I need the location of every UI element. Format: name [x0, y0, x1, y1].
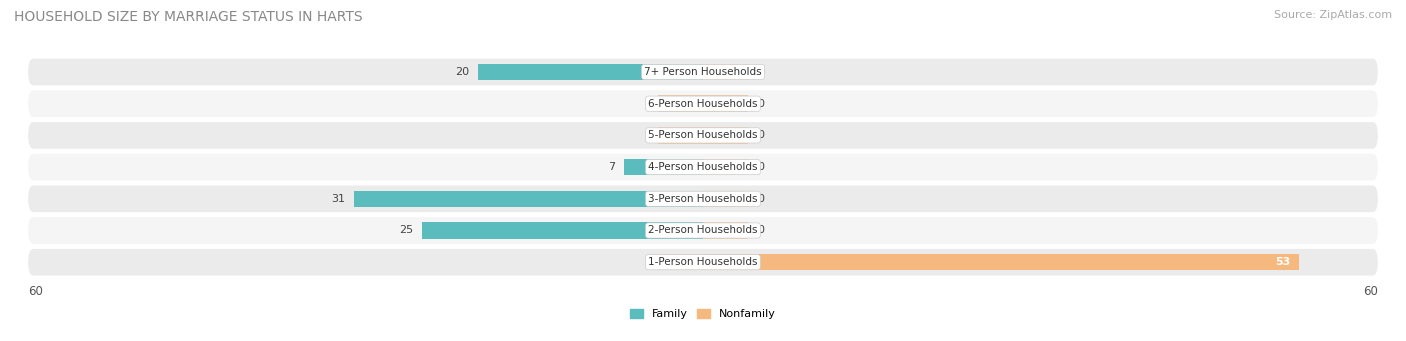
- Bar: [354, 191, 703, 207]
- Bar: [703, 191, 748, 207]
- Bar: [624, 159, 703, 175]
- Bar: [658, 127, 703, 144]
- Text: 0: 0: [688, 130, 695, 140]
- Text: 20: 20: [456, 67, 470, 77]
- Text: 3-Person Households: 3-Person Households: [648, 194, 758, 204]
- FancyBboxPatch shape: [28, 59, 1378, 85]
- Text: 0: 0: [756, 162, 763, 172]
- Text: 0: 0: [756, 194, 763, 204]
- Text: 4-Person Households: 4-Person Households: [648, 162, 758, 172]
- Legend: Family, Nonfamily: Family, Nonfamily: [626, 304, 780, 324]
- Bar: [703, 95, 748, 112]
- Text: 60: 60: [1362, 285, 1378, 298]
- Bar: [658, 254, 703, 270]
- Text: 6-Person Households: 6-Person Households: [648, 99, 758, 109]
- Text: 1-Person Households: 1-Person Households: [648, 257, 758, 267]
- FancyBboxPatch shape: [28, 217, 1378, 244]
- FancyBboxPatch shape: [28, 186, 1378, 212]
- FancyBboxPatch shape: [28, 122, 1378, 149]
- Bar: [478, 64, 703, 80]
- Text: 0: 0: [756, 225, 763, 236]
- FancyBboxPatch shape: [28, 90, 1378, 117]
- Text: 0: 0: [688, 257, 695, 267]
- Bar: [658, 95, 703, 112]
- Bar: [703, 64, 748, 80]
- Bar: [703, 222, 748, 239]
- Bar: [703, 254, 1299, 270]
- Bar: [422, 222, 703, 239]
- FancyBboxPatch shape: [28, 154, 1378, 180]
- Text: 31: 31: [332, 194, 346, 204]
- Text: 2-Person Households: 2-Person Households: [648, 225, 758, 236]
- Text: HOUSEHOLD SIZE BY MARRIAGE STATUS IN HARTS: HOUSEHOLD SIZE BY MARRIAGE STATUS IN HAR…: [14, 10, 363, 24]
- Text: 0: 0: [756, 99, 763, 109]
- Bar: [703, 159, 748, 175]
- Text: 5-Person Households: 5-Person Households: [648, 130, 758, 140]
- Text: 60: 60: [28, 285, 44, 298]
- Text: 53: 53: [1275, 257, 1291, 267]
- Bar: [703, 127, 748, 144]
- Text: 0: 0: [688, 99, 695, 109]
- Text: 0: 0: [756, 130, 763, 140]
- FancyBboxPatch shape: [28, 249, 1378, 276]
- Text: 0: 0: [756, 67, 763, 77]
- Text: Source: ZipAtlas.com: Source: ZipAtlas.com: [1274, 10, 1392, 20]
- Text: 25: 25: [399, 225, 413, 236]
- Text: 7+ Person Households: 7+ Person Households: [644, 67, 762, 77]
- Text: 7: 7: [609, 162, 616, 172]
